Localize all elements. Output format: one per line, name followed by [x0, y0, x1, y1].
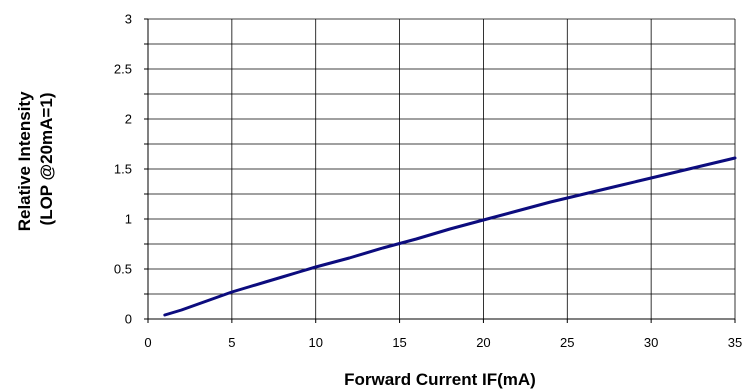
y-tick-label: 0: [125, 312, 132, 327]
x-tick-label: 5: [228, 335, 235, 350]
x-tick-label: 35: [728, 335, 742, 350]
y-tick-label: 0.5: [114, 262, 132, 277]
x-tick-labels: 0 5 10 15 20 25 30 35: [144, 335, 742, 350]
x-axis-title: Forward Current IF(mA): [344, 370, 536, 389]
y-tick-label: 2: [125, 112, 132, 127]
x-tick-label: 10: [308, 335, 322, 350]
series-line: [163, 156, 737, 317]
x-tick-label: 0: [144, 335, 151, 350]
y-axis-title-line-2: (LOP @20mA=1): [37, 93, 56, 226]
x-tick-label: 30: [644, 335, 658, 350]
y-axis-title: Relative Intensity (LOP @20mA=1): [15, 87, 56, 232]
x-tick-label: 20: [476, 335, 490, 350]
grid-lines: [148, 19, 735, 319]
y-tick-label: 2.5: [114, 62, 132, 77]
y-axis-title-line-1: Relative Intensity: [15, 91, 34, 231]
plot-frame: [144, 18, 736, 323]
y-tick-label: 1: [125, 212, 132, 227]
x-tick-label: 15: [392, 335, 406, 350]
x-tick-label: 25: [560, 335, 574, 350]
y-tick-label: 3: [125, 12, 132, 27]
y-tick-labels: 0 0.5 1 1.5 2 2.5 3: [114, 12, 132, 327]
y-tick-label: 1.5: [114, 162, 132, 177]
series-layer: [163, 156, 737, 317]
